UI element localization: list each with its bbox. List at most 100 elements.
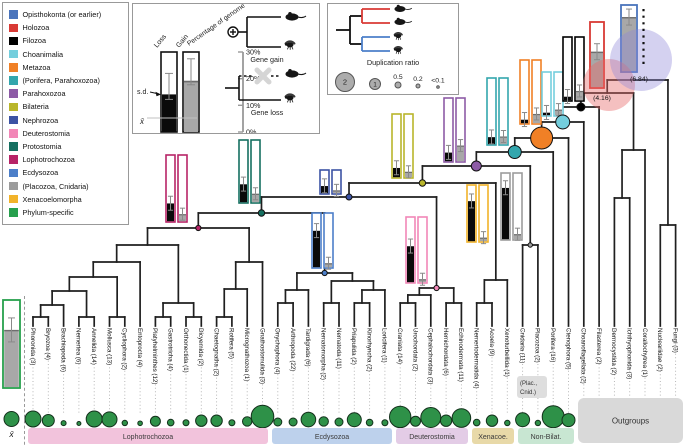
mouse-icon [394,17,413,26]
node-dot-deuterostomia [433,284,440,292]
tip-label: Nematoda (11) [335,328,342,369]
legend-item-15: Xenacoelomorpha [9,193,124,206]
axis-label: Percentage of genome [186,4,247,48]
duplication-circle [41,414,55,427]
size-key-value: 0.5 [393,74,403,81]
legend-label: Phylum-specific [22,207,74,217]
gene-gain-label: Gene gain [250,55,283,64]
legend-item-9: Nephrozoa [9,114,124,127]
legend-label: Choanimalia [22,49,64,59]
size-key-circle [436,85,440,89]
duplication-circle [242,416,253,427]
axis-tick-label: 30% [246,48,261,57]
tip-label: Brachiopoda (6) [59,328,66,372]
duplication-circle [541,405,565,429]
node-bar-lophotrochozoa [165,154,188,223]
legend-swatch [9,208,18,217]
legend-item-5: Metazoa [9,61,124,74]
mouse-icon [394,4,413,13]
node-bar-bilateria [391,113,414,179]
band-ecdysozoa: Ecdysozoa [272,428,392,444]
duplication-circle [121,419,129,427]
legend-item-8: Bilateria [9,100,124,113]
legend-item-7: Parahoxozoa [9,87,124,100]
tip-label: Urochordata (2) [411,328,418,371]
legend-swatch [9,10,18,19]
size-key-circle [394,81,402,89]
duplication-circle [410,415,421,427]
legend-swatch [9,89,18,98]
node-dot-metazoa [530,126,554,150]
duplication-circle [515,412,531,428]
node-bar-ecdysozoa [311,212,334,270]
fly-icon [393,32,403,41]
node-bar-protostomia [238,139,261,204]
tip-label: Dicyemida (2) [197,328,204,366]
tip-label: Craniata (14) [396,328,403,364]
legend-label: Parahoxozoa [22,89,66,99]
tip-label: Orthonectida (1) [182,328,189,373]
tip-label: Priapulida (2) [350,328,357,365]
legend-label: Ecdysozoa [22,168,59,178]
tip-label: Loricifera (1) [381,328,388,363]
plac-cnid-note: (Plac., Cnid.) [517,376,547,398]
node-bar-holozoa [589,21,605,89]
duplication-circle [182,419,190,427]
duplication-circle [250,404,275,429]
legend-label: Opisthokonta (or earlier) [22,10,102,20]
axis-tick-label: 0% [246,128,257,134]
duplication-circle [346,412,362,428]
node-bar-charts [165,4,638,286]
node-bar-filozoa [562,36,585,105]
tip-label: Filasterea (2) [595,328,602,364]
tip-label: Arthropoda (22) [289,328,296,371]
sd-label: s.d. [137,89,148,96]
size-key-value: 0.2 [413,76,423,83]
duplication-circle [228,419,236,427]
size-key-circle [369,78,381,90]
legend-item-1: Opisthokonta (or earlier) [9,8,124,21]
legend-swatch [9,181,18,191]
duplication-circle [451,408,472,428]
node-dot-parahoxozoa [470,160,482,172]
legend-swatch [9,168,18,178]
gene-loss-label: Gene loss [251,108,284,117]
legend-item-13: Ecdysozoa [9,166,124,179]
duplication-circle [534,419,542,427]
tip-label: Nemertodermatida (4) [473,328,480,389]
clade-color-legend: Opisthokonta (or earlier) Holozoa Filozoa C… [2,2,129,225]
duplication-circle [288,417,298,427]
example-mean-circle [3,411,20,427]
legend-item-4: Choanimalia [9,48,124,61]
legend-swatch [9,155,18,164]
duplication-circle [195,414,208,427]
tree-branches [32,79,677,327]
node-bar-nephrozoa [319,169,342,197]
legend-swatch [9,129,18,138]
legend-label: Filozoa [22,36,47,46]
tip-label: Dermocystida (2) [610,328,617,375]
legend-label: Xenacoelomorpha [22,194,82,204]
node-bar-choanimalia [541,71,564,120]
size-key-value: <0.1 [431,78,445,85]
legend-item-3: Filozoa [9,34,124,47]
legend-label: Bilateria [22,102,49,112]
legend-swatch [9,36,18,46]
tip-label: Nemertea (6) [75,328,82,364]
svg-text:Deuterostomia: Deuterostomia [409,434,455,441]
legend-label: Protostomia [22,141,62,151]
duplication-circle [318,416,329,427]
tip-label: Nucleariidae (2) [656,328,663,372]
legend-swatch [9,49,18,59]
legend-swatch [9,142,18,151]
svg-text:Outgroups: Outgroups [612,417,649,426]
node-dot-bilateria [418,179,427,187]
duplication-circle [504,419,511,427]
legend-label: (Porifera, Parahoxozoa) [22,76,100,86]
band-deuterostomia: Deuterostomia [396,428,468,444]
legend-label: Nephrozoa [22,115,59,125]
node-dot-nephrozoa [345,193,353,201]
example-mean-label: x̄ [8,429,14,439]
